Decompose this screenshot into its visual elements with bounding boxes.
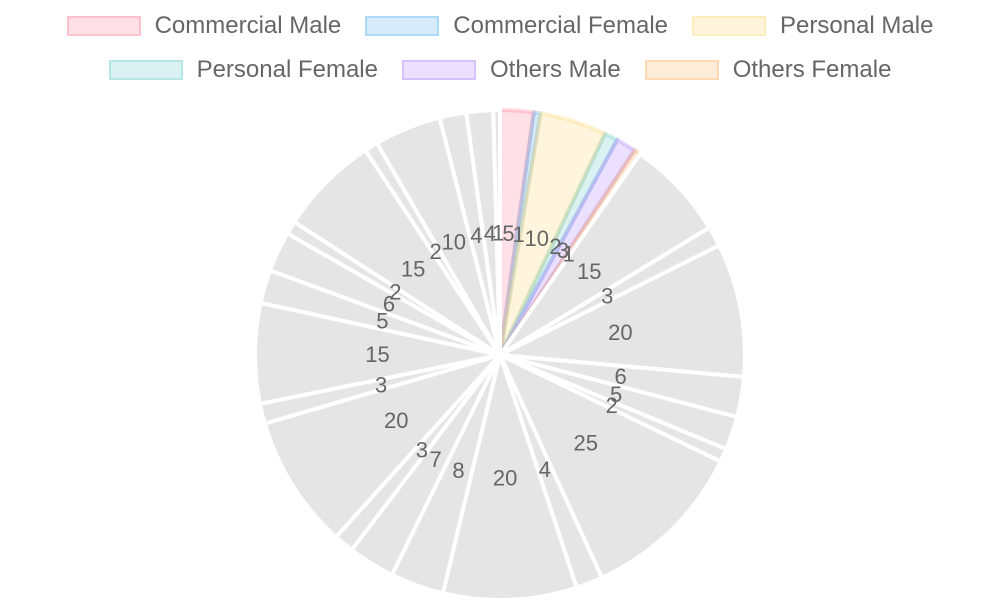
slice-value-label: 10 — [524, 226, 548, 251]
slice-value-label: 2 — [549, 234, 561, 259]
slice-value-label: 10 — [441, 230, 465, 255]
legend-label: Others Male — [489, 56, 621, 83]
pie-slice[interactable] — [492, 242, 747, 380]
legend-swatch — [108, 60, 183, 80]
slice-value-label: 4 — [470, 223, 482, 248]
legend-item-commercial-male[interactable]: Commercial Male — [66, 12, 342, 40]
slice-value-label: 7 — [429, 447, 441, 472]
pie-slice[interactable] — [498, 137, 638, 357]
legend-row-1: Commercial Male Commercial Female Person… — [0, 12, 1000, 40]
pie-slice[interactable] — [491, 107, 502, 356]
slice-value-label: 25 — [573, 431, 597, 456]
legend-swatch — [401, 60, 476, 80]
legend-item-others-male[interactable]: Others Male — [401, 56, 621, 84]
slice-value-label: 2 — [389, 279, 401, 304]
pie-slice[interactable] — [498, 111, 608, 356]
slice-value-label: 20 — [384, 408, 408, 433]
slice-value-label: 3 — [601, 284, 613, 309]
slice-value-label: 8 — [452, 458, 464, 483]
pie-slice[interactable] — [498, 130, 620, 356]
pie-slice[interactable] — [495, 350, 724, 581]
legend-swatch — [66, 16, 141, 36]
legend-swatch — [692, 16, 766, 36]
slice-value-label: 1 — [512, 222, 524, 247]
legend-swatch — [365, 16, 440, 36]
legend-item-personal-male[interactable]: Personal Male — [692, 12, 933, 40]
legend-label: Personal Female — [196, 56, 378, 83]
pie-slice[interactable] — [262, 351, 507, 540]
slice-value-label: 1 — [492, 221, 504, 246]
legend-label: Personal Male — [780, 12, 934, 39]
legend-row-2: Personal Female Others Male Others Femal… — [0, 56, 1000, 84]
slice-value-label: 15 — [577, 259, 601, 284]
slice-value-label: 2 — [429, 239, 441, 264]
slice-value-label: 3 — [375, 372, 387, 397]
legend-label: Others Female — [732, 56, 892, 83]
legend-swatch — [644, 60, 719, 80]
slice-value-label: 20 — [608, 320, 632, 345]
slice-value-label: 5 — [376, 309, 388, 334]
slice-value-label: 2 — [606, 393, 618, 418]
legend-item-personal-female[interactable]: Personal Female — [108, 56, 378, 84]
legend-item-commercial-female[interactable]: Commercial Female — [365, 12, 668, 40]
legend-item-others-female[interactable]: Others Female — [644, 56, 892, 84]
slice-value-label: 15 — [365, 342, 389, 367]
slice-value-label: 3 — [416, 437, 428, 462]
slice-value-label: 1 — [563, 242, 575, 267]
slice-value-label: 6 — [383, 291, 395, 316]
legend-label: Commercial Male — [154, 12, 342, 39]
slice-value-label: 6 — [615, 364, 627, 389]
slice-value-label: 5 — [610, 382, 622, 407]
slice-value-label: 5 — [502, 221, 514, 246]
slice-value-label: 15 — [401, 257, 425, 282]
slice-value-label: 4 — [539, 457, 551, 482]
legend-label: Commercial Female — [453, 12, 668, 39]
slice-value-label: 20 — [493, 465, 517, 490]
slice-value-label: 4 — [484, 221, 496, 246]
slice-value-label: 3 — [557, 238, 569, 263]
pie-slice[interactable] — [498, 110, 543, 356]
